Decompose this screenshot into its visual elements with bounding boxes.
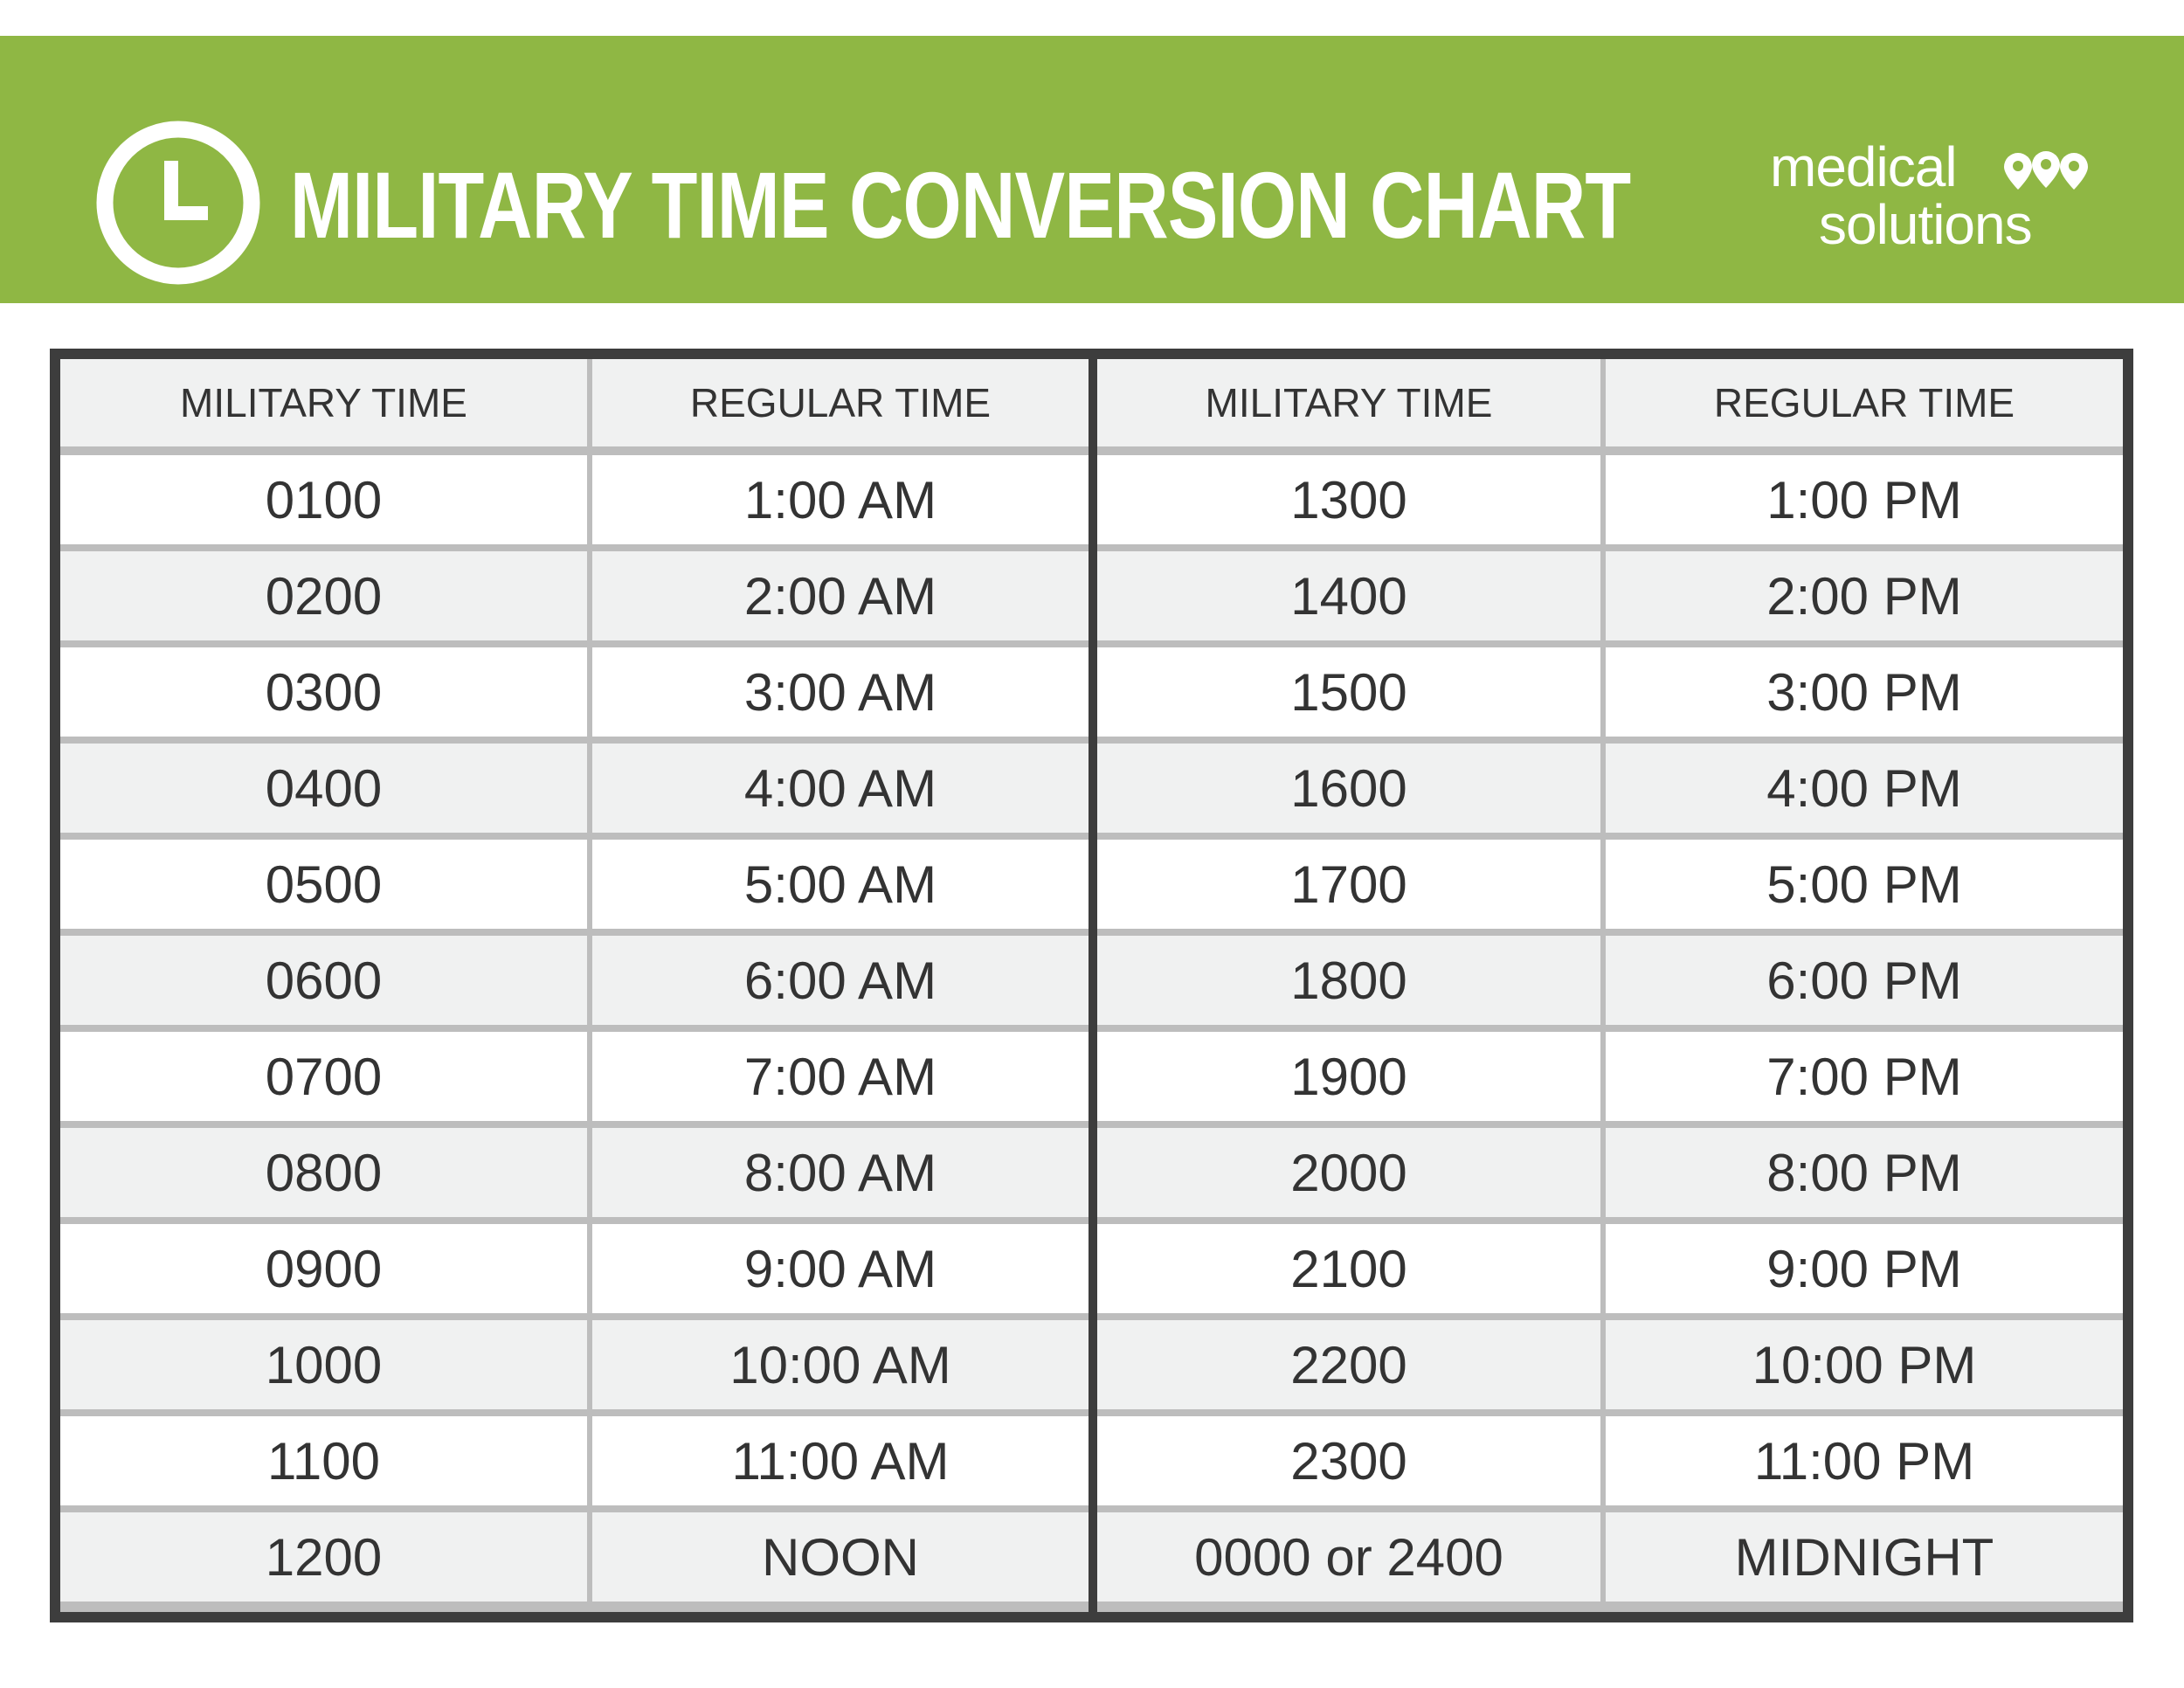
- regular-time-cell: 8:00 PM: [1606, 1128, 2123, 1217]
- table-row: 1200 NOON 0000 or 2400 MIDNIGHT: [60, 1512, 2123, 1602]
- center-divider: [1089, 359, 1097, 1612]
- table-row: 0500 5:00 AM 1700 5:00 PM: [60, 840, 2123, 929]
- column-header: MILITARY TIME: [60, 359, 587, 446]
- regular-time-cell: 7:00 AM: [592, 1032, 1089, 1121]
- regular-time-cell: 5:00 AM: [592, 840, 1089, 929]
- regular-time-cell: 7:00 PM: [1606, 1032, 2123, 1121]
- regular-time-cell: 10:00 PM: [1606, 1320, 2123, 1409]
- military-time-cell: 1400: [1097, 551, 1600, 640]
- military-time-cell: 0000 or 2400: [1097, 1512, 1600, 1602]
- regular-time-cell: 5:00 PM: [1606, 840, 2123, 929]
- logo-line2: solutions: [1819, 193, 2033, 256]
- regular-time-cell: 3:00 PM: [1606, 647, 2123, 737]
- military-time-cell: 0600: [60, 936, 587, 1025]
- military-time-cell: 0500: [60, 840, 587, 929]
- regular-time-cell: 2:00 PM: [1606, 551, 2123, 640]
- regular-time-cell: 9:00 AM: [592, 1224, 1089, 1313]
- logo-line1: medical: [1770, 135, 1958, 198]
- regular-time-cell: 4:00 PM: [1606, 744, 2123, 833]
- military-time-cell: 0300: [60, 647, 587, 737]
- military-time-cell: 0900: [60, 1224, 587, 1313]
- regular-time-cell: 4:00 AM: [592, 744, 1089, 833]
- table-row: 0100 1:00 AM 1300 1:00 PM: [60, 455, 2123, 544]
- military-time-cell: 1200: [60, 1512, 587, 1602]
- table-row: 0800 8:00 AM 2000 8:00 PM: [60, 1128, 2123, 1217]
- military-time-cell: 1800: [1097, 936, 1600, 1025]
- regular-time-cell: MIDNIGHT: [1606, 1512, 2123, 1602]
- table-row: 0700 7:00 AM 1900 7:00 PM: [60, 1032, 2123, 1121]
- table-row: 1000 10:00 AM 2200 10:00 PM: [60, 1320, 2123, 1409]
- regular-time-cell: 10:00 AM: [592, 1320, 1089, 1409]
- military-time-cell: 2200: [1097, 1320, 1600, 1409]
- military-time-cell: 1600: [1097, 744, 1600, 833]
- military-time-cell: 0800: [60, 1128, 587, 1217]
- regular-time-cell: 11:00 AM: [592, 1416, 1089, 1505]
- logo: medical solutions: [1765, 139, 2097, 261]
- military-time-cell: 1300: [1097, 455, 1600, 544]
- regular-time-cell: 3:00 AM: [592, 647, 1089, 737]
- military-time-cell: 0200: [60, 551, 587, 640]
- military-time-cell: 1500: [1097, 647, 1600, 737]
- table-row: 0900 9:00 AM 2100 9:00 PM: [60, 1224, 2123, 1313]
- table-row: 0300 3:00 AM 1500 3:00 PM: [60, 647, 2123, 737]
- regular-time-cell: 9:00 PM: [1606, 1224, 2123, 1313]
- regular-time-cell: 6:00 PM: [1606, 936, 2123, 1025]
- header-banner: MILITARY TIME CONVERSION CHART medical s…: [0, 36, 2184, 303]
- regular-time-cell: NOON: [592, 1512, 1089, 1602]
- table-row: 0400 4:00 AM 1600 4:00 PM: [60, 744, 2123, 833]
- table-header-row: MILITARY TIME REGULAR TIME MILITARY TIME…: [60, 359, 2123, 446]
- military-time-cell: 2300: [1097, 1416, 1600, 1505]
- military-time-cell: 1000: [60, 1320, 587, 1409]
- column-header: REGULAR TIME: [1606, 359, 2123, 446]
- military-time-cell: 0700: [60, 1032, 587, 1121]
- regular-time-cell: 1:00 AM: [592, 455, 1089, 544]
- military-time-cell: 2100: [1097, 1224, 1600, 1313]
- military-time-cell: 0100: [60, 455, 587, 544]
- military-time-cell: 0400: [60, 744, 587, 833]
- table-row: 0600 6:00 AM 1800 6:00 PM: [60, 936, 2123, 1025]
- regular-time-cell: 6:00 AM: [592, 936, 1089, 1025]
- table-row: 0200 2:00 AM 1400 2:00 PM: [60, 551, 2123, 640]
- clock-icon: [96, 121, 260, 285]
- military-time-cell: 2000: [1097, 1128, 1600, 1217]
- page-title: MILITARY TIME CONVERSION CHART: [290, 152, 1631, 258]
- military-time-cell: 1700: [1097, 840, 1600, 929]
- table-row: 1100 11:00 AM 2300 11:00 PM: [60, 1416, 2123, 1505]
- regular-time-cell: 2:00 AM: [592, 551, 1089, 640]
- column-header: MILITARY TIME: [1097, 359, 1600, 446]
- regular-time-cell: 1:00 PM: [1606, 455, 2123, 544]
- map-pin-trio-icon: [2004, 151, 2088, 190]
- military-time-cell: 1900: [1097, 1032, 1600, 1121]
- military-time-cell: 1100: [60, 1416, 587, 1505]
- column-header: REGULAR TIME: [592, 359, 1089, 446]
- conversion-table: MILITARY TIME REGULAR TIME MILITARY TIME…: [50, 349, 2133, 1622]
- regular-time-cell: 11:00 PM: [1606, 1416, 2123, 1505]
- regular-time-cell: 8:00 AM: [592, 1128, 1089, 1217]
